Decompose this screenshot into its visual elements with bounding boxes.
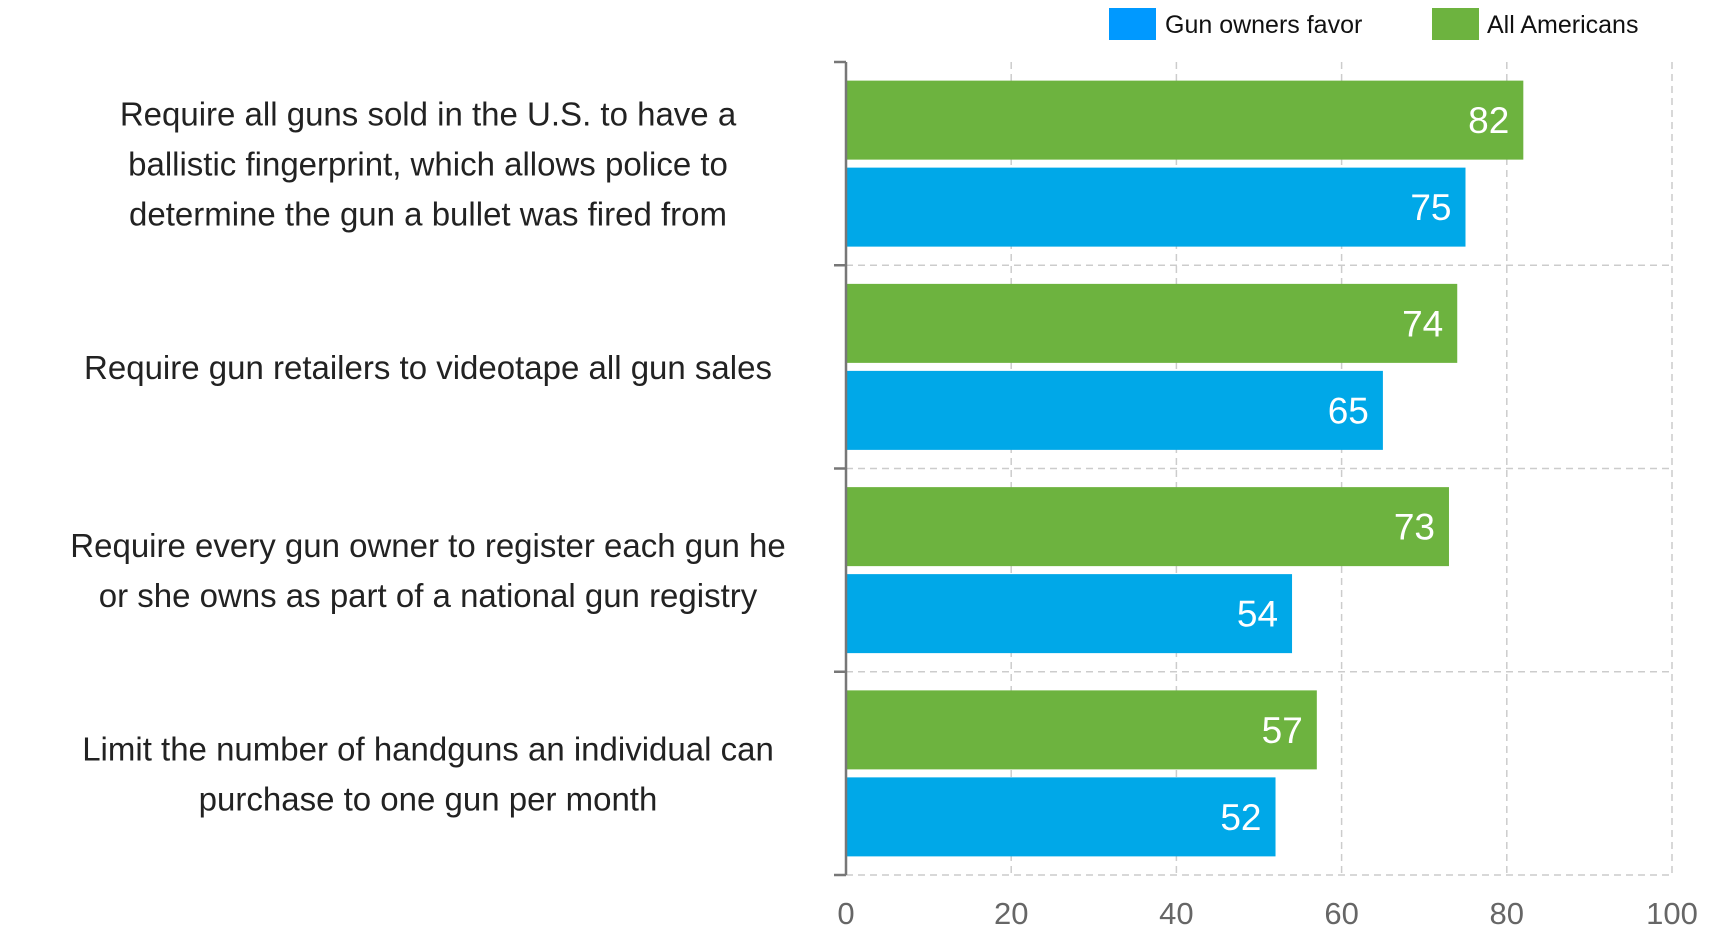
legend: Gun owners favor All Americans: [1109, 8, 1638, 40]
bar-all-americans-2: [846, 487, 1449, 567]
legend-label-gun-owners: Gun owners favor: [1165, 11, 1362, 39]
category-label-0-line-2: determine the gun a bullet was fired fro…: [129, 196, 727, 233]
x-tick-label-80: 80: [1490, 896, 1524, 931]
y-axis: [834, 60, 848, 877]
value-label-gun-owners-1: 65: [1328, 390, 1369, 431]
legend-swatch-all-americans: [1432, 8, 1479, 40]
value-label-all-americans-1: 74: [1402, 303, 1443, 344]
category-label-3-line-0: Limit the number of handguns an individu…: [82, 730, 774, 767]
bar-all-americans-0: [846, 80, 1524, 160]
x-tick-label-60: 60: [1324, 896, 1358, 931]
category-label-3-line-1: purchase to one gun per month: [199, 780, 658, 817]
category-labels: Require all guns sold in the U.S. to hav…: [70, 96, 785, 818]
x-tick-label-0: 0: [837, 896, 854, 931]
value-label-all-americans-2: 73: [1394, 507, 1435, 548]
category-label-2-line-1: or she owns as part of a national gun re…: [99, 577, 758, 614]
legend-label-all-americans: All Americans: [1487, 11, 1638, 39]
bar-all-americans-3: [846, 690, 1317, 770]
bar-all-americans-1: [846, 283, 1458, 363]
x-tick-label-20: 20: [994, 896, 1028, 931]
value-label-gun-owners-3: 52: [1220, 797, 1261, 838]
legend-swatch-gun-owners: [1109, 8, 1156, 40]
bars: 82 75 74 65 73 54 57 52: [846, 80, 1524, 857]
x-axis-tick-labels: 0 20 40 60 80 100: [837, 896, 1697, 931]
value-label-all-americans-3: 57: [1262, 710, 1303, 751]
x-tick-label-40: 40: [1159, 896, 1193, 931]
x-tick-label-100: 100: [1646, 896, 1698, 931]
bar-gun-owners-2: [846, 574, 1293, 654]
category-label-0-line-0: Require all guns sold in the U.S. to hav…: [120, 96, 737, 133]
category-label-1-line-0: Require gun retailers to videotape all g…: [84, 349, 772, 386]
category-label-0-line-1: ballistic fingerprint, which allows poli…: [128, 146, 728, 183]
value-label-gun-owners-0: 75: [1410, 187, 1451, 228]
value-label-gun-owners-2: 54: [1237, 594, 1278, 635]
bar-gun-owners-3: [846, 777, 1276, 857]
value-label-all-americans-0: 82: [1468, 100, 1509, 141]
bar-gun-owners-1: [846, 370, 1383, 450]
bar-gun-owners-0: [846, 167, 1466, 247]
category-label-2-line-0: Require every gun owner to register each…: [70, 527, 785, 564]
